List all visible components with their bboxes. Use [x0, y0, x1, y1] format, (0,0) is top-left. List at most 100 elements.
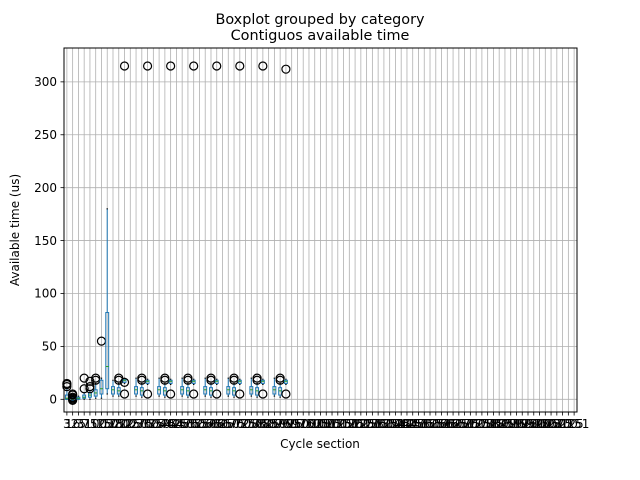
x-tick-label: 250 — [125, 417, 148, 431]
box-25 — [76, 395, 81, 400]
iqr-box — [249, 386, 254, 395]
outlier-point — [62, 378, 72, 389]
x-tick-label: 1500 — [409, 417, 440, 431]
x-tick-label: 1850 — [490, 417, 521, 431]
outlier-point — [119, 61, 130, 71]
y-tick-label: 0 — [49, 393, 57, 407]
outlier-point — [281, 64, 291, 74]
x-tick-label: 1400 — [386, 417, 417, 431]
box-650 — [226, 377, 231, 397]
iqr-box — [232, 387, 236, 396]
x-tick-label: 1725 — [461, 417, 492, 431]
outlier-point — [189, 61, 199, 71]
axes-title: Contiguos available time — [231, 28, 410, 44]
box-550 — [203, 377, 208, 397]
x-tick-label: 1150 — [328, 417, 359, 431]
iqr-box — [134, 386, 138, 395]
x-tick-label: 1050 — [305, 417, 336, 431]
x-tick-label: 1925 — [507, 417, 538, 431]
iqr-box — [272, 386, 277, 395]
outlier-point — [235, 61, 245, 71]
figure-suptitle: Boxplot grouped by category — [215, 12, 425, 28]
x-tick-label: 1375 — [380, 417, 411, 431]
x-tick-label: 1450 — [397, 417, 428, 431]
x-tick-label: 1950 — [513, 417, 544, 431]
x-tick-label: 600 — [205, 417, 228, 431]
iqr-box — [283, 379, 288, 384]
x-tick-label: 1225 — [346, 417, 377, 431]
x-tick-label: 100 — [84, 417, 107, 431]
iqr-box — [203, 386, 208, 395]
box-300 — [142, 61, 153, 399]
outlier-point — [235, 389, 245, 399]
box-250 — [134, 377, 138, 397]
iqr-box — [99, 379, 104, 395]
x-tick-label: 1550 — [421, 417, 452, 431]
box-350 — [157, 377, 162, 397]
iqr-box — [278, 387, 283, 396]
x-tick-label: 300 — [136, 417, 159, 431]
x-tick-label: 725 — [234, 417, 257, 431]
outlier-point — [258, 389, 268, 399]
outlier-point — [206, 373, 216, 383]
x-tick-label: 125 — [90, 417, 113, 431]
x-tick-label: 150 — [96, 417, 119, 431]
box-575 — [206, 373, 216, 398]
x-tick-label: 2075 — [542, 417, 573, 431]
box-850 — [272, 377, 277, 397]
box-675 — [229, 373, 239, 398]
iqr-box — [260, 379, 265, 384]
box-150 — [105, 208, 110, 395]
x-tick-label: 1475 — [403, 417, 434, 431]
outlier-point — [119, 389, 130, 399]
x-tick-label: 675 — [223, 417, 246, 431]
outlier-point — [166, 61, 176, 71]
box-600 — [212, 61, 222, 399]
iqr-box — [185, 387, 190, 396]
outlier-point — [79, 384, 89, 394]
iqr-box — [82, 394, 87, 399]
outlier-point — [183, 373, 193, 383]
x-tick-label: 1325 — [369, 417, 400, 431]
x-tick-label: 825 — [257, 417, 280, 431]
box-3 — [62, 378, 72, 400]
x-tick-label: 75 — [82, 417, 97, 431]
box-750 — [249, 377, 254, 397]
x-tick-label: 225 — [119, 417, 142, 431]
box-775 — [252, 373, 262, 398]
x-tick-label: 550 — [194, 417, 217, 431]
outlier-point — [142, 61, 153, 71]
outlier-point — [91, 373, 101, 383]
tick-layer: 3162531751001251501751802002252502753003… — [34, 75, 589, 431]
y-tick-label: 50 — [42, 340, 57, 354]
x-tick-label: 180 — [107, 417, 130, 431]
x-tick-label: 850 — [263, 417, 286, 431]
outlier-point — [85, 382, 95, 392]
x-tick-label: 1825 — [484, 417, 515, 431]
x-tick-label: 975 — [292, 417, 315, 431]
x-tick-label: 1600 — [432, 417, 463, 431]
x-tick-label: 400 — [159, 417, 182, 431]
iqr-box — [111, 386, 115, 395]
x-tick-label: 1800 — [478, 417, 509, 431]
x-tick-label: 1775 — [472, 417, 503, 431]
x-tick-label: 1525 — [415, 417, 446, 431]
x-tick-label: 950 — [286, 417, 309, 431]
x-tick-label: 1250 — [351, 417, 382, 431]
outlier-point — [229, 373, 239, 383]
grid-lines — [64, 48, 577, 412]
x-tick-label: 2151 — [559, 417, 590, 431]
x-tick-label: 2025 — [530, 417, 561, 431]
iqr-box — [122, 378, 127, 383]
iqr-box — [209, 387, 213, 396]
box-31 — [79, 373, 89, 400]
x-axis-label: Cycle section — [280, 437, 360, 451]
iqr-box — [180, 386, 185, 395]
x-tick-label: 625 — [211, 417, 234, 431]
box-layer — [62, 61, 291, 405]
outlier-point — [166, 389, 176, 399]
iqr-box — [105, 312, 110, 390]
outlier-point — [281, 389, 291, 399]
